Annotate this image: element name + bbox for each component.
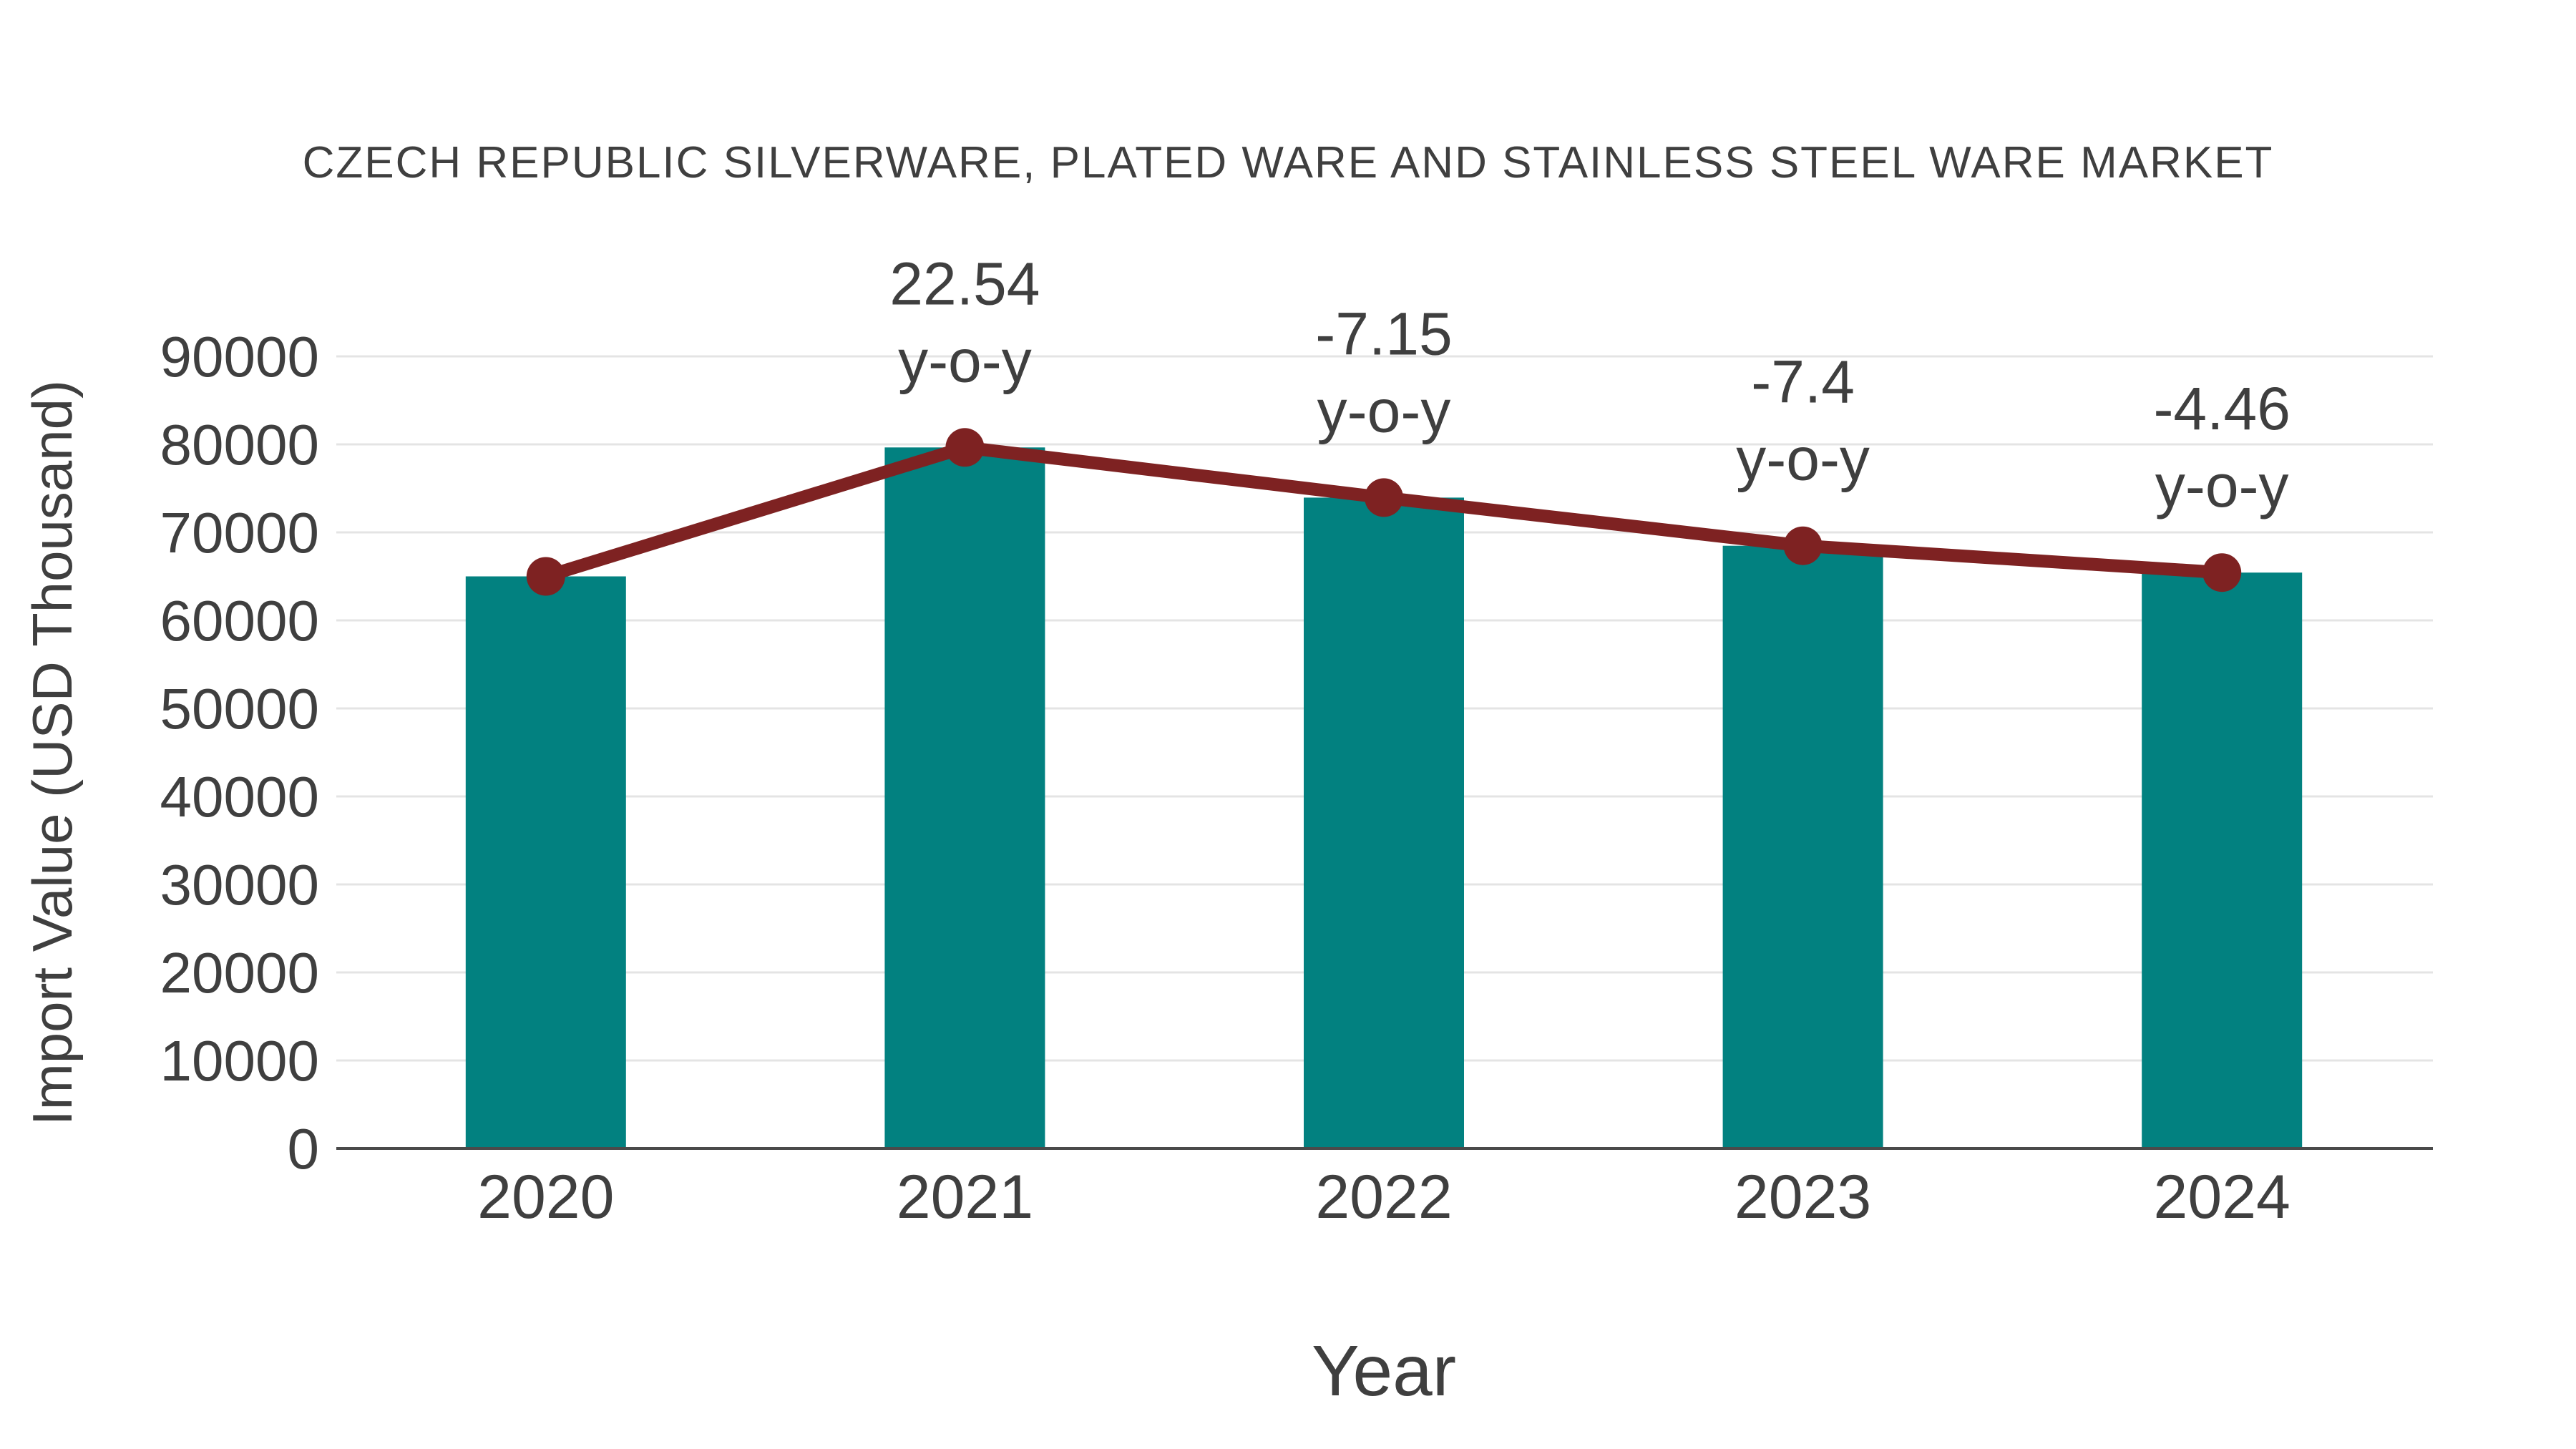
line-series (526, 428, 2242, 596)
x-tick-label: 2021 (897, 1163, 1033, 1231)
x-tick-label: 2024 (2154, 1163, 2290, 1231)
y-tick-label: 20000 (160, 941, 319, 1005)
annotation-suffix-label: y-o-y (898, 327, 1032, 394)
chart-title: CZECH REPUBLIC SILVERWARE, PLATED WARE A… (303, 138, 2274, 187)
data-point-marker (1783, 526, 1823, 565)
annotation-value-label: -7.15 (1315, 300, 1452, 367)
annotation-suffix-label: y-o-y (1317, 377, 1451, 444)
y-tick-label: 80000 (160, 413, 319, 477)
x-tick-label: 2020 (477, 1163, 614, 1231)
y-tick-label: 10000 (160, 1029, 319, 1093)
annotations: 22.54 y-o-y -7.15 y-o-y -7.4 y-o-y -4.46 y-o-y (889, 250, 2290, 519)
bar (2142, 572, 2303, 1148)
x-tick-label: 2023 (1735, 1163, 1871, 1231)
annotation-suffix-label: y-o-y (2155, 452, 2289, 519)
x-axis-tick-labels: 2020 2021 2022 2023 2024 (477, 1163, 2290, 1231)
bar (1304, 497, 1464, 1148)
annotation-value-label: -7.4 (1751, 348, 1855, 416)
data-point-marker (1365, 478, 1403, 517)
annotation-value-label: -4.46 (2153, 375, 2290, 442)
data-point-marker (2202, 553, 2242, 592)
data-point-marker (945, 428, 985, 467)
y-tick-label: 60000 (160, 589, 319, 653)
x-axis-title: Year (1312, 1331, 1456, 1411)
bar (884, 447, 1045, 1148)
y-tick-label: 30000 (160, 853, 319, 917)
annotation-value-label: 22.54 (889, 250, 1040, 317)
y-tick-label: 0 (288, 1117, 320, 1181)
data-point-marker (526, 557, 565, 596)
y-axis-tick-labels: 0 10000 20000 30000 40000 50000 60000 70000 8000… (160, 325, 319, 1181)
bar (465, 576, 626, 1148)
bar (1722, 545, 1883, 1148)
y-tick-label: 70000 (160, 501, 319, 565)
x-tick-label: 2022 (1315, 1163, 1452, 1231)
y-tick-label: 90000 (160, 325, 319, 389)
y-tick-label: 40000 (160, 765, 319, 829)
annotation-suffix-label: y-o-y (1736, 426, 1870, 493)
y-axis-title: Import Value (USD Thousand) (21, 380, 84, 1126)
y-tick-label: 50000 (160, 677, 319, 741)
bar-series (465, 447, 2303, 1148)
